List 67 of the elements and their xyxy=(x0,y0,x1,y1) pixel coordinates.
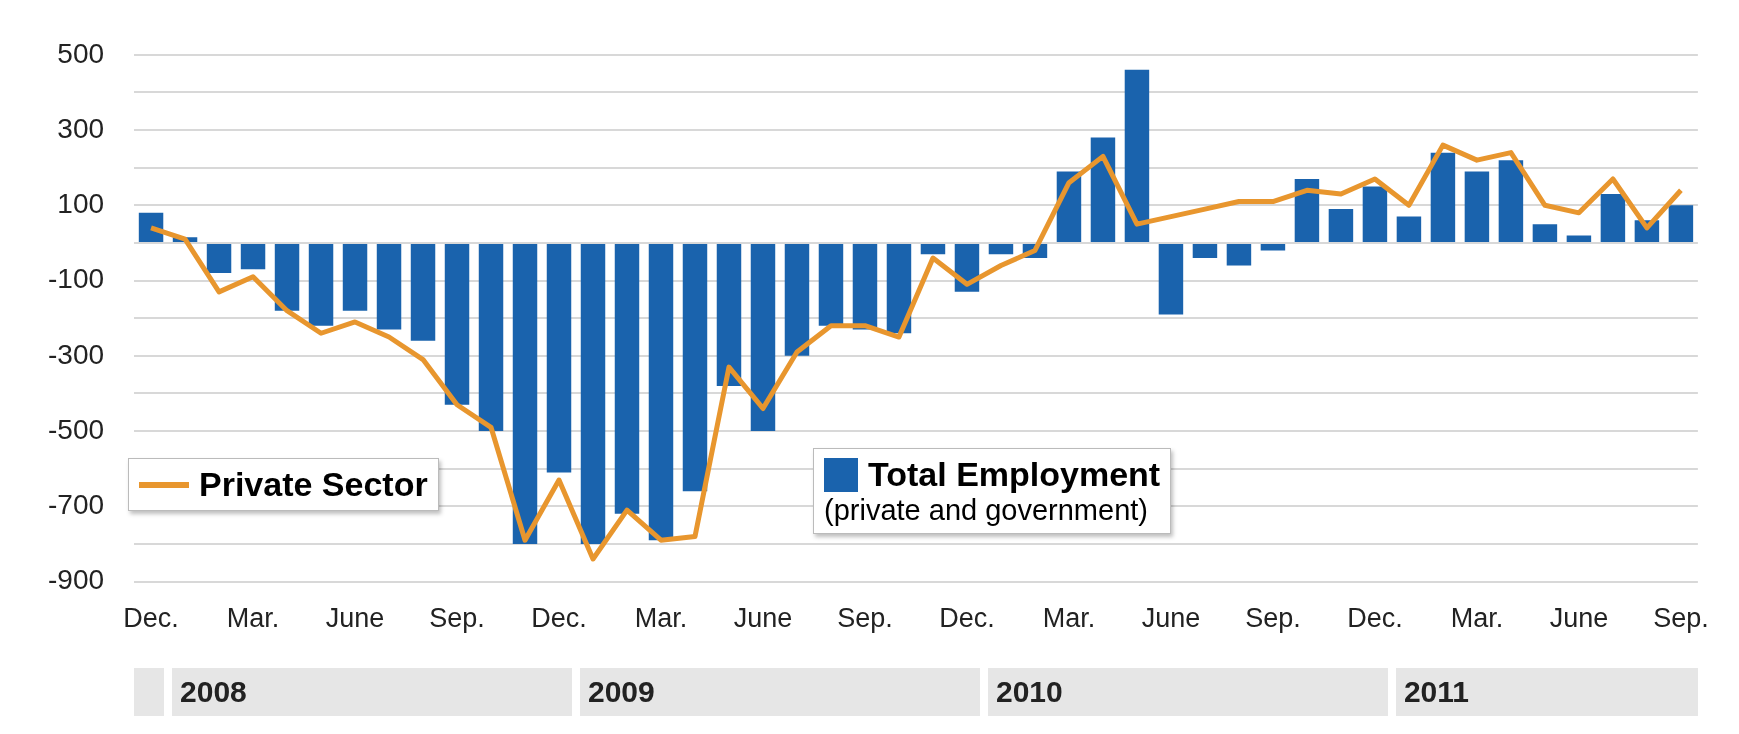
x-tick-label: Sep. xyxy=(429,603,485,634)
bar xyxy=(512,243,538,544)
bar xyxy=(546,243,572,473)
x-tick-label: Sep. xyxy=(1653,603,1709,634)
annotation: (private and government) xyxy=(824,494,1149,527)
y-tick-label: 300 xyxy=(57,112,105,144)
bar xyxy=(1158,243,1184,315)
bar xyxy=(1090,137,1116,242)
bar xyxy=(716,243,742,386)
bar xyxy=(478,243,504,432)
bar xyxy=(1532,224,1558,242)
y-tick-label: -900 xyxy=(47,564,105,596)
bar xyxy=(274,243,300,311)
bar xyxy=(1566,235,1592,242)
bar xyxy=(308,243,334,326)
x-tick-label: June xyxy=(1549,603,1609,634)
bar xyxy=(886,243,912,334)
x-tick-label: Mar. xyxy=(1042,603,1096,634)
bar xyxy=(1600,194,1626,242)
bar xyxy=(444,243,470,405)
bar xyxy=(682,243,708,492)
bar xyxy=(988,243,1014,255)
y-tick-label: -500 xyxy=(47,413,105,445)
bar xyxy=(614,243,640,514)
bar xyxy=(1396,216,1422,242)
y-tick-label: 500 xyxy=(57,37,105,69)
bar xyxy=(1124,69,1150,242)
bar xyxy=(240,243,266,270)
x-tick-label: Dec. xyxy=(123,603,179,634)
bar xyxy=(1498,160,1524,242)
bar xyxy=(1668,205,1694,242)
x-tick-label: Sep. xyxy=(1245,603,1301,634)
y-tick-label: -300 xyxy=(47,338,105,370)
bar xyxy=(818,243,844,326)
x-tick-label: June xyxy=(733,603,793,634)
bar xyxy=(1226,243,1252,266)
y-tick-label: 100 xyxy=(57,188,105,220)
bar xyxy=(1362,186,1388,242)
x-tick-label: June xyxy=(325,603,385,634)
bar xyxy=(376,243,402,330)
bar xyxy=(648,243,674,541)
bar xyxy=(410,243,436,341)
x-tick-label: Mar. xyxy=(226,603,280,634)
x-tick-label: June xyxy=(1141,603,1201,634)
bar xyxy=(580,243,606,544)
bar xyxy=(1464,171,1490,242)
bar xyxy=(1328,209,1354,242)
x-tick-label: Dec. xyxy=(1347,603,1403,634)
bar xyxy=(750,243,776,432)
bar xyxy=(1294,178,1320,242)
x-tick-label: Mar. xyxy=(634,603,688,634)
bar xyxy=(1192,243,1218,258)
bar xyxy=(852,243,878,330)
y-tick-label: -700 xyxy=(47,489,105,521)
x-tick-label: Sep. xyxy=(837,603,893,634)
bar xyxy=(920,243,946,255)
y-tick-label: -100 xyxy=(47,263,105,295)
legend-label: Total Employment xyxy=(868,455,1161,494)
bar xyxy=(206,243,232,274)
x-tick-label: Dec. xyxy=(939,603,995,634)
bar xyxy=(1430,152,1456,242)
bar xyxy=(1260,243,1286,251)
bar xyxy=(342,243,368,311)
x-tick-label: Dec. xyxy=(531,603,587,634)
bar xyxy=(784,243,810,356)
legend-label: Private Sector xyxy=(199,465,428,504)
x-tick-label: Mar. xyxy=(1450,603,1504,634)
